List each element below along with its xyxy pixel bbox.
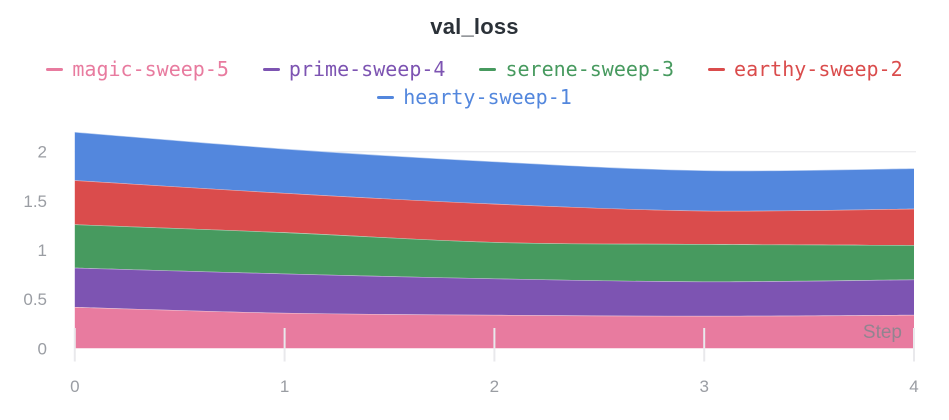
legend-line-swatch bbox=[46, 67, 64, 72]
legend-item-hearty-sweep-1[interactable]: hearty-sweep-1 bbox=[377, 86, 572, 109]
y-tick-label: 2 bbox=[38, 143, 47, 162]
legend-label: magic-sweep-5 bbox=[72, 57, 229, 81]
x-tick-label: 1 bbox=[280, 377, 289, 396]
y-tick-label: 0 bbox=[38, 339, 47, 358]
y-tick-label: 0.5 bbox=[23, 290, 47, 309]
x-axis-title: Step bbox=[863, 322, 902, 343]
area-prime-sweep-4[interactable] bbox=[74, 267, 915, 316]
x-tick-label: 0 bbox=[70, 377, 79, 396]
legend-label: prime-sweep-4 bbox=[288, 57, 446, 81]
area-hearty-sweep-1[interactable] bbox=[74, 132, 915, 211]
stacked-areas bbox=[74, 131, 915, 349]
legend-label: hearty-sweep-1 bbox=[403, 85, 572, 109]
x-tick-label: 3 bbox=[699, 377, 708, 396]
area-top-edge-hearty-sweep-1 bbox=[74, 131, 915, 172]
legend: magic-sweep-5 prime-sweep-4 serene-sweep-3… bbox=[0, 58, 949, 109]
axis-labels: 0 1 2 3 4 0 0.5 1 1.5 2 bbox=[23, 143, 918, 396]
legend-item-earthy-sweep-2[interactable]: earthy-sweep-2 bbox=[708, 58, 903, 81]
legend-item-serene-sweep-3[interactable]: serene-sweep-3 bbox=[479, 58, 674, 81]
chart-title: val_loss bbox=[430, 14, 519, 39]
legend-label: serene-sweep-3 bbox=[505, 57, 675, 81]
legend-item-magic-sweep-5[interactable]: magic-sweep-5 bbox=[46, 58, 229, 81]
axis-ticks bbox=[73, 328, 915, 362]
legend-item-prime-sweep-4[interactable]: prime-sweep-4 bbox=[262, 57, 446, 81]
legend-line-swatch bbox=[262, 67, 280, 72]
y-tick-label: 1.5 bbox=[23, 192, 47, 211]
x-tick-label: 4 bbox=[909, 377, 918, 396]
y-tick-label: 1 bbox=[38, 241, 47, 260]
area-serene-sweep-3[interactable] bbox=[74, 224, 915, 282]
area-earthy-sweep-2[interactable] bbox=[74, 180, 915, 246]
legend-line-swatch bbox=[377, 95, 395, 100]
legend-line-swatch bbox=[708, 67, 726, 72]
x-tick-label: 2 bbox=[490, 377, 499, 396]
legend-label: earthy-sweep-2 bbox=[734, 57, 903, 81]
legend-line-swatch bbox=[479, 67, 497, 72]
